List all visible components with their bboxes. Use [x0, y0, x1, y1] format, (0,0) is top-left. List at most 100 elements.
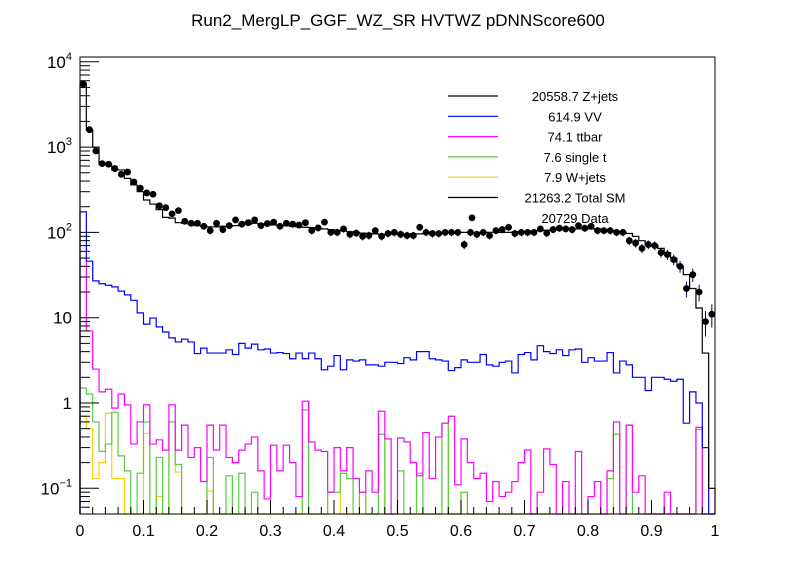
data-point — [143, 189, 151, 197]
x-tick-label: 0.7 — [513, 523, 535, 540]
data-point — [136, 184, 144, 192]
legend-label: 21263.2 Total SM — [525, 191, 626, 206]
data-point — [117, 170, 125, 178]
y-tick-label: 104 — [47, 51, 72, 72]
data-point — [670, 256, 678, 263]
data-point — [105, 160, 112, 168]
data-point — [460, 241, 468, 248]
data-point — [422, 229, 430, 236]
histogram-ttbar — [79, 257, 715, 515]
data-point — [663, 251, 671, 258]
data-point — [657, 249, 665, 256]
data-point — [568, 226, 576, 233]
data-point — [225, 222, 233, 230]
data-point — [479, 229, 487, 236]
x-tick-label: 1 — [711, 523, 720, 540]
histogram-vv — [79, 211, 715, 515]
data-point — [276, 222, 284, 230]
data-point — [530, 229, 538, 236]
data-point — [244, 219, 252, 227]
data-point — [371, 227, 379, 234]
data-point — [644, 241, 652, 248]
data-point — [270, 218, 278, 226]
data-point — [702, 318, 709, 326]
data-point — [511, 230, 519, 237]
data-point — [206, 227, 214, 234]
x-tick-label: 0.5 — [386, 523, 408, 540]
data-point — [524, 229, 532, 236]
data-point — [606, 227, 614, 234]
data-point — [708, 310, 716, 318]
data-point — [359, 232, 366, 240]
data-point — [435, 230, 443, 237]
data-point — [416, 223, 424, 231]
data-point — [651, 242, 659, 250]
data-point — [321, 218, 328, 226]
data-point — [124, 168, 132, 176]
chart-title: Run2_MergLP_GGF_WZ_SR HVTWZ pDNNScore600 — [191, 11, 605, 30]
x-tick-label: 0.4 — [323, 523, 345, 540]
legend-label: 74.1 ttbar — [548, 130, 604, 145]
data-point — [181, 217, 189, 225]
legend: 20558.7 Z+jets 614.9 VV 74.1 ttbar 7.6 sing… — [448, 89, 625, 226]
data-point — [251, 216, 259, 224]
data-point — [619, 229, 627, 236]
data-point — [238, 220, 246, 228]
data-point — [111, 165, 119, 172]
data-point — [308, 227, 316, 234]
data-point — [130, 178, 138, 186]
legend-label: 20729 Data — [541, 211, 609, 226]
y-tick-label: 103 — [47, 136, 72, 157]
data-point — [232, 216, 239, 224]
data-point — [403, 232, 411, 239]
data-point — [263, 220, 271, 227]
data-point — [92, 147, 100, 155]
data-point — [581, 224, 589, 232]
data-point — [683, 285, 690, 292]
data-point — [467, 229, 474, 236]
data-point — [162, 204, 170, 212]
legend-marker-data — [468, 214, 476, 222]
data-point — [543, 229, 551, 237]
legend-label: 7.6 single t — [544, 150, 607, 165]
data-point — [333, 229, 341, 236]
data-point — [98, 160, 106, 168]
data-point — [213, 219, 220, 227]
data-point — [175, 207, 182, 215]
data-point — [600, 227, 608, 234]
x-tick-label: 0.6 — [450, 523, 472, 540]
data-point — [549, 226, 557, 233]
data-point — [397, 230, 405, 238]
data-point — [587, 222, 595, 230]
data-point — [282, 219, 290, 227]
data-point — [562, 225, 570, 233]
x-tick-label: 0.8 — [577, 523, 599, 540]
axes: 0 0.1 0.2 0.3 0.4 0.5 0.6 0.7 0.8 0.9 1 104 103 102 10… — [41, 51, 720, 540]
data-point — [441, 229, 449, 236]
data-point — [390, 229, 398, 236]
data-point — [556, 224, 563, 232]
data-point — [378, 232, 386, 240]
data-point — [295, 221, 303, 229]
data-point — [638, 244, 646, 252]
data-point — [149, 190, 157, 198]
data-point — [429, 230, 436, 237]
data-point — [314, 224, 322, 232]
data-point — [352, 229, 360, 237]
data-point — [346, 230, 354, 238]
data-point — [219, 226, 227, 233]
data-point — [168, 210, 176, 218]
data-point — [498, 226, 506, 233]
data-point — [536, 225, 544, 233]
data-point — [613, 229, 620, 236]
y-tick-label: 102 — [47, 221, 72, 242]
x-tick-label: 0.3 — [259, 523, 281, 540]
data-point — [302, 219, 309, 227]
data-point — [689, 271, 697, 279]
data-point — [79, 80, 87, 88]
legend-label: 7.9 W+jets — [544, 170, 606, 185]
data-point — [194, 219, 201, 227]
data-point — [594, 227, 601, 234]
data-point — [492, 227, 500, 234]
